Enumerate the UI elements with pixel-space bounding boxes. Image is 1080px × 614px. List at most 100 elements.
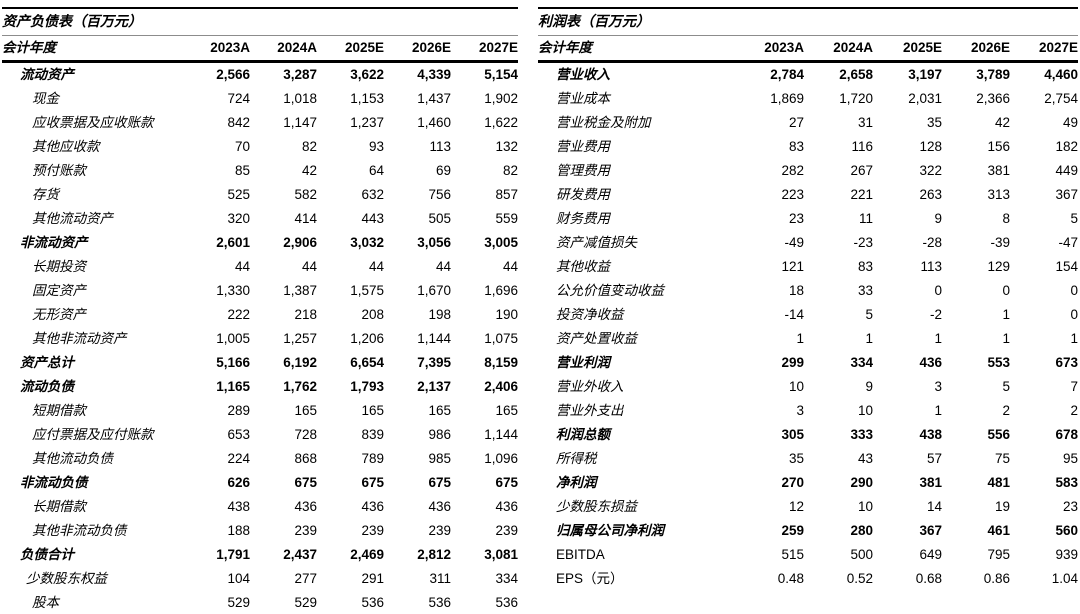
cell-value: 83 xyxy=(788,139,804,154)
cell-value: 3,197 xyxy=(908,67,942,82)
cell-value: -47 xyxy=(1058,235,1078,250)
cell-value: 290 xyxy=(850,475,873,490)
cell-value: 190 xyxy=(495,307,518,322)
cell-value: 3,081 xyxy=(484,547,518,562)
cell-value: 986 xyxy=(428,427,451,442)
row-label: 资产减值损失 xyxy=(556,235,637,251)
cell-value: 0.86 xyxy=(983,571,1010,586)
cell-value: 1,720 xyxy=(839,91,873,106)
cell-value: 728 xyxy=(294,427,317,442)
cell-value: 1,670 xyxy=(417,283,451,298)
table-row: 营业税金及附加 27 31 35 42 49 xyxy=(538,111,1078,135)
cell-value: -39 xyxy=(990,235,1010,250)
cell-value: 6,654 xyxy=(350,355,384,370)
cell-value: 436 xyxy=(428,499,451,514)
row-label: 其他流动负债 xyxy=(32,451,113,467)
cell-value: 1.04 xyxy=(1051,571,1078,586)
table-row: 投资净收益 -14 5 -2 1 0 xyxy=(538,303,1078,327)
cell-value: 7,395 xyxy=(417,355,451,370)
cell-value: 414 xyxy=(294,211,317,226)
row-label: 短期借款 xyxy=(32,403,86,419)
cell-value: 221 xyxy=(850,187,873,202)
cell-value: 1,696 xyxy=(484,283,518,298)
cell-value: 0 xyxy=(1070,307,1078,322)
cell-value: 1,762 xyxy=(283,379,317,394)
cell-value: 2,566 xyxy=(216,67,250,82)
cell-value: 1 xyxy=(796,331,804,346)
table-row: 长期投资 44 44 44 44 44 xyxy=(2,255,518,279)
cell-value: 31 xyxy=(857,115,873,130)
cell-value: 1,791 xyxy=(216,547,250,562)
cell-value: 64 xyxy=(368,163,384,178)
cell-value: 1 xyxy=(865,331,873,346)
table-row: 研发费用 223 221 263 313 367 xyxy=(538,183,1078,207)
row-label: 现金 xyxy=(32,91,59,107)
row-label: 管理费用 xyxy=(556,163,610,179)
cell-value: 839 xyxy=(361,427,384,442)
table-row: 其他应收款 70 82 93 113 132 xyxy=(2,135,518,159)
cell-value: 49 xyxy=(1062,115,1078,130)
cell-value: 1,075 xyxy=(484,331,518,346)
cell-value: 1,206 xyxy=(350,331,384,346)
cell-value: 313 xyxy=(987,187,1010,202)
row-label: 财务费用 xyxy=(556,211,610,227)
table-row: 利润总额 305 333 438 556 678 xyxy=(538,423,1078,447)
cell-value: 632 xyxy=(361,187,384,202)
table-row: 存货 525 582 632 756 857 xyxy=(2,183,518,207)
cell-value: 559 xyxy=(495,211,518,226)
cell-value: 121 xyxy=(781,259,804,274)
row-label: 无形资产 xyxy=(32,307,86,323)
row-label: 投资净收益 xyxy=(556,307,624,323)
cell-value: 270 xyxy=(781,475,804,490)
table-row: 应收票据及应收账款 842 1,147 1,237 1,460 1,622 xyxy=(2,111,518,135)
year-column-header: 2026E xyxy=(411,40,451,55)
cell-value: 23 xyxy=(1062,499,1078,514)
cell-value: 208 xyxy=(361,307,384,322)
cell-value: 104 xyxy=(227,571,250,586)
cell-value: 367 xyxy=(1055,187,1078,202)
balance-sheet-title: 资产负债表（百万元） xyxy=(2,9,518,36)
row-label: EBITDA xyxy=(556,547,605,562)
cell-value: 12 xyxy=(788,499,804,514)
table-row: 少数股东权益 104 277 291 311 334 xyxy=(2,567,518,591)
row-label: 其他收益 xyxy=(556,259,610,275)
cell-value: 95 xyxy=(1062,451,1078,466)
cell-value: 27 xyxy=(788,115,804,130)
cell-value: 2 xyxy=(1002,403,1010,418)
cell-value: 42 xyxy=(994,115,1010,130)
cell-value: 1,793 xyxy=(350,379,384,394)
table-row: 资产处置收益 1 1 1 1 1 xyxy=(538,327,1078,351)
cell-value: 198 xyxy=(428,307,451,322)
table-row: 财务费用 23 11 9 8 5 xyxy=(538,207,1078,231)
table-row: EPS（元） 0.48 0.52 0.68 0.86 1.04 xyxy=(538,567,1078,591)
cell-value: 536 xyxy=(495,595,518,610)
year-column-header: 2027E xyxy=(478,40,518,55)
table-row: 其他非流动资产 1,005 1,257 1,206 1,144 1,075 xyxy=(2,327,518,351)
cell-value: 333 xyxy=(850,427,873,442)
cell-value: 35 xyxy=(788,451,804,466)
cell-value: 436 xyxy=(361,499,384,514)
cell-value: 675 xyxy=(495,475,518,490)
table-row: 非流动负债 626 675 675 675 675 xyxy=(2,471,518,495)
cell-value: 536 xyxy=(361,595,384,610)
table-row: 资产减值损失 -49 -23 -28 -39 -47 xyxy=(538,231,1078,255)
cell-value: 44 xyxy=(301,259,317,274)
cell-value: 449 xyxy=(1055,163,1078,178)
cell-value: 2,031 xyxy=(908,91,942,106)
row-label: 其他流动资产 xyxy=(32,211,113,227)
row-label: 非流动资产 xyxy=(20,235,88,251)
table-row: 股本 529 529 536 536 536 xyxy=(2,591,518,614)
cell-value: 44 xyxy=(435,259,451,274)
cell-value: 515 xyxy=(781,547,804,562)
cell-value: 311 xyxy=(429,571,451,586)
cell-value: 33 xyxy=(857,283,873,298)
cell-value: 2,137 xyxy=(417,379,451,394)
cell-value: 5 xyxy=(1002,379,1010,394)
row-label: 负债合计 xyxy=(20,547,74,563)
cell-value: 165 xyxy=(495,403,518,418)
cell-value: 556 xyxy=(987,427,1010,442)
row-label: 营业外收入 xyxy=(556,379,624,395)
cell-value: 4,339 xyxy=(417,67,451,82)
table-row: 预付账款 85 42 64 69 82 xyxy=(2,159,518,183)
cell-value: 223 xyxy=(781,187,804,202)
